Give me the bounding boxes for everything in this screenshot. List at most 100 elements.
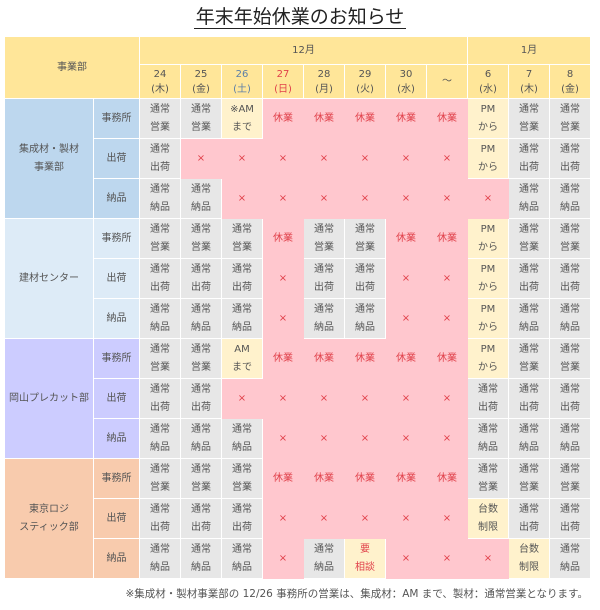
- day-header: 7 (木): [508, 64, 550, 99]
- status-cell: 通常 納品: [180, 538, 222, 579]
- table-row: 岡山プレカット部 事務所 通常 営業 通常 営業 AM まで 休業 休業 休業 休業 休業 PM か…: [4, 338, 591, 459]
- status-cell: 通常 出荷: [549, 498, 591, 539]
- status-cell: ×: [303, 178, 345, 219]
- status-cell: 通常 営業: [344, 218, 386, 259]
- status-cell: 通常 納品: [221, 538, 263, 579]
- status-cell: PM から: [467, 338, 509, 379]
- status-cell: ×: [426, 178, 468, 219]
- status-cell: 通常 納品: [221, 298, 263, 339]
- status-cell: 通常 営業: [508, 98, 550, 139]
- status-cell: 通常 納品: [467, 418, 509, 459]
- footnote: ※集成材・製材事業部の 12/26 事務所の営業は、集成材：AM まで、製材：通…: [125, 588, 588, 600]
- status-cell: 通常 営業: [139, 218, 181, 259]
- weekday: (木): [520, 83, 538, 95]
- category-label: 納品: [93, 538, 140, 579]
- status-cell: ×: [385, 538, 427, 579]
- day-number: ～: [442, 76, 452, 87]
- department-name: 建材センター: [4, 218, 94, 339]
- day-number: 27: [276, 68, 290, 80]
- weekday: (金): [192, 83, 210, 95]
- status-cell: ×: [385, 498, 427, 539]
- day-header: 28 (月): [303, 64, 345, 99]
- status-cell: 休業: [426, 218, 468, 259]
- status-cell: ×: [262, 378, 304, 419]
- table-row: 納品 通常 納品 通常 納品 × × × × × × × 通常 納品 通常 納品: [5, 178, 591, 219]
- weekday: (日): [274, 83, 292, 95]
- status-cell: PM から: [467, 298, 509, 339]
- status-cell: 通常 納品: [549, 178, 591, 219]
- status-cell: 通常 営業: [139, 338, 181, 379]
- status-cell: 通常 出荷: [139, 258, 181, 299]
- status-cell: 休業: [426, 98, 468, 139]
- status-cell: 通常 営業: [549, 338, 591, 379]
- status-cell: 通常 営業: [180, 98, 222, 139]
- table-row: 納品 通常 納品 通常 納品 通常 納品 × 通常 納品要 相談 × × × 台数 制限 通常 納品: [5, 538, 591, 579]
- status-cell: 通常 出荷: [508, 378, 550, 419]
- category-label: 出荷: [93, 498, 140, 539]
- status-cell: 通常 納品: [508, 178, 550, 219]
- status-cell: 休業: [344, 458, 386, 499]
- status-cell: 通常 営業: [139, 458, 181, 499]
- status-cell: 通常 営業: [180, 458, 222, 499]
- status-cell: 休業: [385, 218, 427, 259]
- status-cell: PM から: [467, 138, 509, 179]
- status-cell: ×: [262, 138, 304, 179]
- status-cell: 通常 出荷: [180, 498, 222, 539]
- status-cell: ※AM まで: [221, 98, 263, 139]
- status-cell: 休業: [262, 218, 304, 259]
- status-cell: ×: [221, 378, 263, 419]
- status-cell: 通常 営業: [180, 338, 222, 379]
- status-cell: ×: [262, 178, 304, 219]
- status-cell: 通常 納品: [508, 418, 550, 459]
- status-cell: 通常 営業: [549, 98, 591, 139]
- status-cell: 通常 営業: [180, 218, 222, 259]
- status-cell: PM から: [467, 218, 509, 259]
- status-cell: 休業: [344, 338, 386, 379]
- status-cell: 休業: [344, 98, 386, 139]
- status-cell: 通常 出荷: [508, 138, 550, 179]
- status-cell: 通常 納品: [139, 178, 181, 219]
- weekday: (土): [233, 83, 251, 95]
- day-number: 6: [484, 68, 492, 80]
- status-cell: 通常 営業: [303, 218, 345, 259]
- table-row: 出荷 通常 出荷 通常 出荷 通常 出荷 × 通常 出荷 通常 出荷 × × PM から 通常 出荷…: [5, 258, 591, 299]
- status-cell: ×: [467, 538, 509, 579]
- status-cell: 通常 納品: [344, 298, 386, 339]
- status-cell: ×: [303, 378, 345, 419]
- dept-header: 事業部: [4, 36, 140, 99]
- status-cell: ×: [303, 138, 345, 179]
- status-cell: 台数 制限: [508, 538, 550, 579]
- status-cell: 通常 出荷: [139, 498, 181, 539]
- category-label: 事務所: [93, 458, 140, 499]
- status-cell: 休業: [303, 98, 345, 139]
- status-cell: ×: [344, 378, 386, 419]
- status-cell: 休業: [262, 338, 304, 379]
- header-day-row: 24 (木) 25 (金) 26 (土) 27 (日) 28 (月) 29 (火) 30 (水) ～ 6 (水)…: [5, 64, 591, 99]
- status-cell: ×: [221, 138, 263, 179]
- category-label: 事務所: [93, 218, 140, 259]
- department-name: 集成材・製材 事業部: [4, 98, 94, 219]
- day-number: 28: [317, 68, 331, 80]
- day-number: 25: [194, 68, 208, 80]
- month-header: 12月: [139, 36, 468, 65]
- weekday: (水): [479, 83, 497, 95]
- page-title: 年末年始休業のお知らせ: [193, 6, 407, 29]
- category-label: 出荷: [93, 138, 140, 179]
- status-cell: ×: [262, 538, 304, 579]
- status-cell: ×: [262, 298, 304, 339]
- day-header: 25 (金): [180, 64, 222, 99]
- day-number: 30: [399, 68, 413, 80]
- status-cell: 台数 制限: [467, 498, 509, 539]
- status-cell: 通常 営業: [221, 458, 263, 499]
- status-cell: 通常 出荷: [139, 138, 181, 179]
- status-cell: 通常 出荷: [467, 378, 509, 419]
- category-label: 納品: [93, 418, 140, 459]
- day-number: 7: [525, 68, 533, 80]
- status-cell: ×: [180, 138, 222, 179]
- status-cell: 通常 出荷: [180, 258, 222, 299]
- status-cell: ×: [344, 178, 386, 219]
- table-row: 東京ロジ スティック部 事務所 通常 営業 通常 営業 通常 営業 休業 休業 休業 休業 休業通…: [4, 458, 591, 579]
- status-cell: 通常 出荷: [180, 378, 222, 419]
- day-header: 24 (木): [139, 64, 181, 99]
- status-cell: 通常 出荷: [221, 498, 263, 539]
